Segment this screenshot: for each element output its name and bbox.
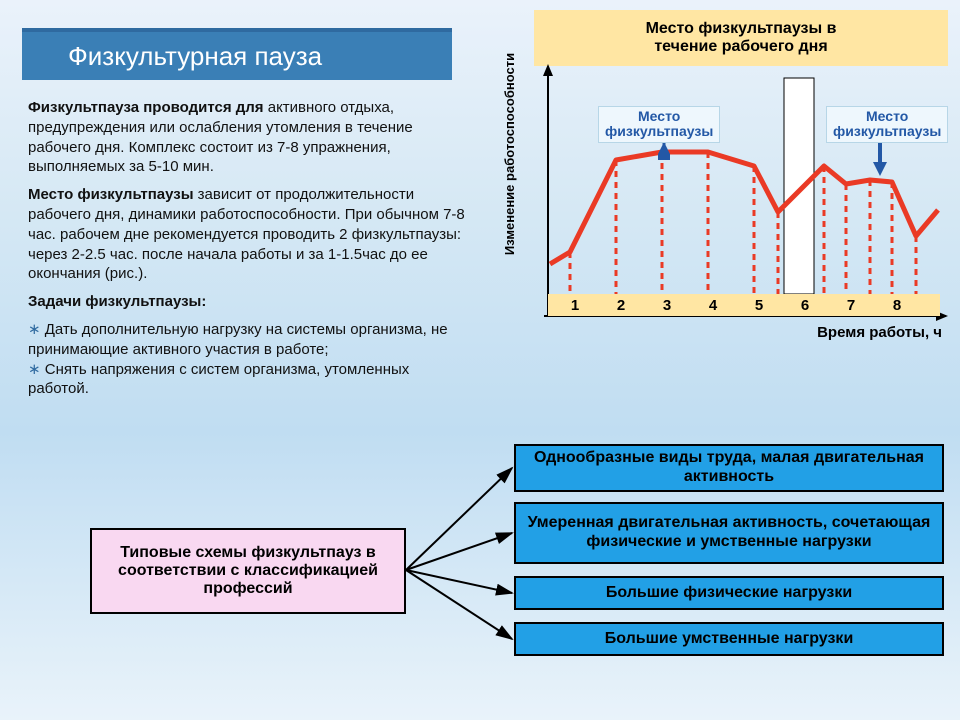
callout-2-l2: физкультпаузы bbox=[833, 123, 941, 139]
x-tick: 6 bbox=[782, 297, 828, 314]
para1-lead: Физкультпауза проводится для bbox=[28, 99, 264, 116]
x-tick: 4 bbox=[690, 297, 736, 314]
flow-source-box: Типовые схемы физкультпауз в соответстви… bbox=[90, 528, 406, 614]
flow-target-2: Умеренная двигательная активность, сочет… bbox=[514, 502, 944, 564]
callout-1-l2: физкультпаузы bbox=[605, 123, 713, 139]
callout-1-l1: Место bbox=[638, 108, 680, 124]
x-tick: 2 bbox=[598, 297, 644, 314]
tasks-heading: Задачи физкультпаузы: bbox=[28, 292, 468, 312]
callout-2-l1: Место bbox=[866, 108, 908, 124]
x-tick: 8 bbox=[874, 297, 920, 314]
x-tick: 3 bbox=[644, 297, 690, 314]
para2-lead: Место физкультпаузы bbox=[28, 186, 194, 203]
chart: Место физкультпаузы в течение рабочего д… bbox=[488, 4, 948, 356]
flow-target-3: Большие физические нагрузки bbox=[514, 576, 944, 610]
callout-1: Место физкультпаузы bbox=[598, 106, 720, 143]
para-2: Место физкультпаузы зависит от продолжит… bbox=[28, 185, 468, 284]
x-tick: 1 bbox=[552, 297, 598, 314]
flow-target-4: Большие умственные нагрузки bbox=[514, 622, 944, 656]
body-copy: Физкультпауза проводится для активного о… bbox=[28, 98, 468, 399]
flow-target-1: Однообразные виды труда, малая двигатель… bbox=[514, 444, 944, 492]
x-tick: 5 bbox=[736, 297, 782, 314]
para-1: Физкультпауза проводится для активного о… bbox=[28, 98, 468, 177]
task-item-2: Снять напряжения с систем организма, уто… bbox=[28, 360, 468, 400]
callout-2: Место физкультпаузы bbox=[826, 106, 948, 143]
x-tick: 7 bbox=[828, 297, 874, 314]
x-axis-title: Время работы, ч bbox=[817, 324, 942, 341]
x-ticks: 12345678 bbox=[548, 294, 940, 316]
task-item-1: Дать дополнительную нагрузку на системы … bbox=[28, 320, 468, 360]
slide-title: Физкультурная пауза bbox=[22, 28, 452, 80]
